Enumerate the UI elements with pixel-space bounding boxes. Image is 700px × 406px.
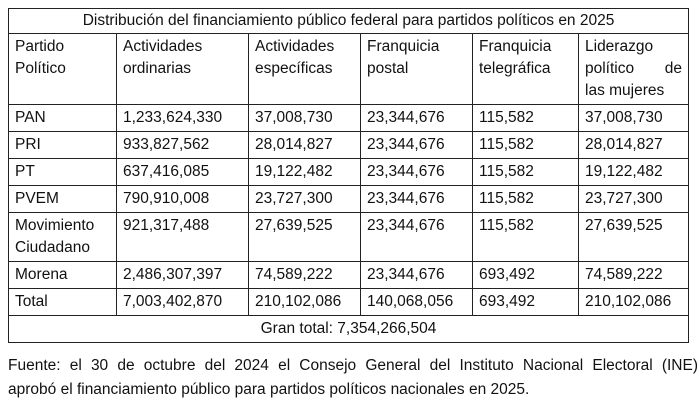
column-header-line: Liderazgo — [585, 38, 654, 55]
column-header-line: específicas — [255, 60, 333, 77]
column-header-line: postal — [367, 60, 409, 77]
value-cell: 115,582 — [472, 212, 579, 262]
source-note: Fuente: el 30 de octubre del 2024 el Con… — [8, 354, 698, 402]
column-header: Liderazgo político de las mujeres — [577, 33, 690, 105]
value-cell: 637,416,085 — [116, 158, 249, 186]
value-cell: 790,910,008 — [116, 185, 249, 213]
column-header-line: ordinarias — [123, 60, 192, 77]
value-cell: 37,008,730 — [248, 104, 361, 132]
value-cell: 921,317,488 — [116, 212, 249, 262]
value-cell: 2,486,307,397 — [116, 261, 249, 289]
party-name-cell: PRI — [8, 131, 117, 159]
value-cell: 23,344,676 — [360, 131, 473, 159]
value-cell: 23,344,676 — [360, 158, 473, 186]
title-row: Distribución del financiamiento público … — [7, 8, 690, 34]
value-cell: 1,233,624,330 — [116, 104, 249, 132]
value-cell: 23,344,676 — [360, 104, 473, 132]
party-name-cell: PT — [8, 158, 117, 186]
column-header-line: Actividades — [123, 38, 203, 55]
column-header-line: Franquicia — [367, 38, 440, 55]
table-row: PT 637,416,085 19,122,482 23,344,676 115,582… — [8, 158, 690, 186]
table-title: Distribución del financiamiento público … — [7, 8, 690, 34]
party-name-cell: PAN — [8, 104, 117, 132]
column-header-line: político de — [585, 60, 683, 77]
column-header-line: Político — [15, 60, 66, 77]
financing-table: Distribución del financiamiento público … — [7, 8, 690, 343]
value-cell: 23,727,300 — [248, 185, 361, 213]
table-row: Total 7,003,402,870 210,102,086 140,068,056… — [8, 288, 690, 316]
party-name-cell-line: PT — [15, 163, 35, 180]
value-cell: 7,003,402,870 — [116, 288, 249, 316]
column-header-line: las mujeres — [585, 82, 665, 99]
table-row: Morena 2,486,307,397 74,589,222 23,344,676 6… — [8, 261, 690, 289]
party-name-cell-line: Movimiento — [15, 217, 95, 234]
value-cell: 693,492 — [472, 288, 579, 316]
value-cell: 115,582 — [472, 131, 579, 159]
value-cell: 23,344,676 — [360, 212, 473, 262]
value-cell: 210,102,086 — [248, 288, 361, 316]
value-cell: 23,344,676 — [360, 185, 473, 213]
party-name-cell-line: PVEM — [15, 190, 59, 207]
value-cell: 23,727,300 — [577, 185, 690, 213]
value-cell: 693,492 — [472, 261, 579, 289]
value-cell: 28,014,827 — [248, 131, 361, 159]
value-cell: 19,122,482 — [248, 158, 361, 186]
grand-total-row: Gran total: 7,354,266,504 — [7, 315, 690, 343]
value-cell: 115,582 — [472, 104, 579, 132]
value-cell: 74,589,222 — [248, 261, 361, 289]
party-name-cell-line: Morena — [15, 266, 68, 283]
column-header: Actividades específicas — [248, 33, 361, 105]
party-name-cell: Morena — [8, 261, 117, 289]
party-name-cell: Movimiento Ciudadano — [8, 212, 117, 262]
header-row: Partido Político Actividades ordinarias Acti… — [8, 33, 690, 105]
value-cell: 140,068,056 — [360, 288, 473, 316]
value-cell: 23,344,676 — [360, 261, 473, 289]
party-name-cell-line: Total — [15, 293, 48, 310]
table-row: PRI 933,827,562 28,014,827 23,344,676 115,58… — [8, 131, 690, 159]
source-line-2: aprobó el financiamiento público para pa… — [8, 381, 530, 398]
value-cell: 19,122,482 — [577, 158, 690, 186]
grand-total: Gran total: 7,354,266,504 — [7, 315, 690, 343]
column-header-line: Franquicia — [479, 38, 552, 55]
value-cell: 37,008,730 — [577, 104, 690, 132]
value-cell: 74,589,222 — [577, 261, 690, 289]
party-name-cell-line: Ciudadano — [15, 239, 90, 256]
value-cell: 115,582 — [472, 158, 579, 186]
value-cell: 28,014,827 — [577, 131, 690, 159]
party-name-cell-line: PAN — [15, 109, 46, 126]
value-cell: 27,639,525 — [577, 212, 690, 262]
table-row: PVEM 790,910,008 23,727,300 23,344,676 115,5… — [8, 185, 690, 213]
column-header-line: Partido — [15, 38, 65, 55]
column-header-line: telegráfica — [479, 60, 551, 77]
party-name-cell: Total — [8, 288, 117, 316]
column-header: Actividades ordinarias — [116, 33, 249, 105]
table-row: Movimiento Ciudadano 921,317,488 27,639,525… — [8, 212, 690, 262]
column-header-line: Actividades — [255, 38, 335, 55]
value-cell: 210,102,086 — [577, 288, 690, 316]
column-header: Franquicia postal — [360, 33, 473, 105]
column-header: Franquicia telegráfica — [472, 33, 579, 105]
value-cell: 115,582 — [472, 185, 579, 213]
source-line-1: Fuente: el 30 de octubre del 2024 el Con… — [8, 357, 698, 374]
party-name-cell-line: PRI — [15, 136, 41, 153]
party-name-cell: PVEM — [8, 185, 117, 213]
column-header: Partido Político — [8, 33, 117, 105]
value-cell: 27,639,525 — [248, 212, 361, 262]
table-row: PAN 1,233,624,330 37,008,730 23,344,676 115,… — [8, 104, 690, 132]
financing-table-container: Distribución del financiamiento público … — [7, 8, 690, 343]
value-cell: 933,827,562 — [116, 131, 249, 159]
